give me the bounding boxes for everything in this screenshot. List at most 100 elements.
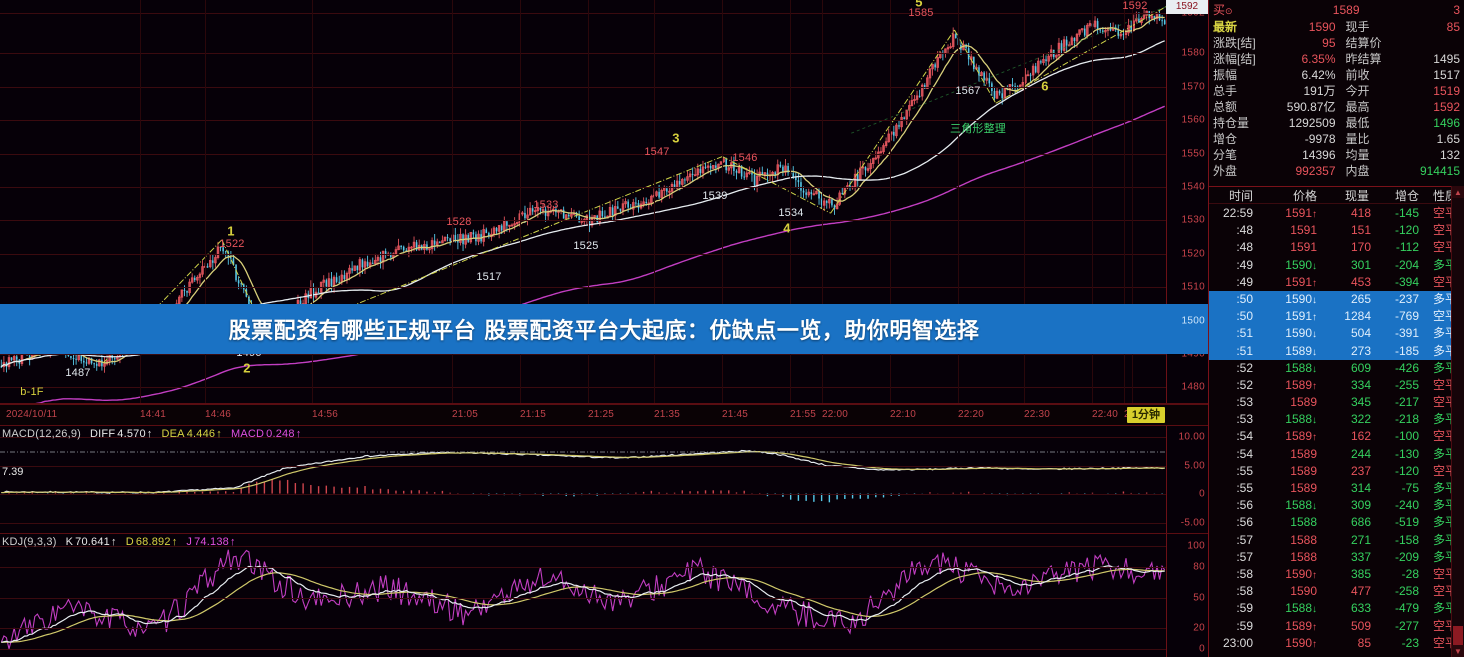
trade-price-value: 1588 [1285, 498, 1312, 513]
kdj-plot[interactable] [0, 534, 1166, 657]
macd-tick-10.00: 10.00 [1178, 431, 1205, 443]
trade-tick-arrow-icon: ↓ [1312, 260, 1317, 272]
trade-header-1: 价格 [1292, 189, 1317, 203]
trade-time: :59 [1236, 618, 1253, 633]
trade-price: 1589↓ [1259, 343, 1321, 360]
trade-time: 23:00 [1222, 635, 1253, 650]
trade-oi-change: -23 [1401, 635, 1419, 650]
trade-row[interactable]: :58 1590↑ 385 -28 空平 [1209, 566, 1464, 583]
macd-pane[interactable]: MACD(12,26,9) DIFF 4.570↑ DEA 4.446↑ MACD 0.24… [0, 426, 1208, 534]
trade-volume: 244 [1350, 446, 1371, 461]
last-price-tag: 1592 [1166, 0, 1208, 14]
quote-row-2: 涨幅[结] 6.35% 昨结算 1495 [1213, 51, 1460, 67]
macd-macd-value: 0.248 [266, 428, 295, 440]
price-plot[interactable] [0, 0, 1166, 403]
trade-price-value: 1590 [1285, 291, 1312, 306]
trade-row[interactable]: :56 1588 686 -519 多平 [1209, 514, 1464, 531]
trade-time: :58 [1236, 584, 1253, 599]
trade-row[interactable]: :51 1589↓ 273 -185 多平 [1209, 342, 1464, 360]
trade-kind: 空平 [1432, 223, 1457, 238]
scroll-down-icon[interactable]: ▼ [1452, 645, 1464, 657]
time-tick-13: 22:30 [1024, 409, 1051, 420]
trade-row[interactable]: :56 1588↓ 309 -240 多平 [1209, 497, 1464, 514]
trade-row[interactable]: :59 1589↑ 509 -277 空平 [1209, 618, 1464, 635]
trade-volume: 301 [1350, 257, 1371, 272]
quote-key2: 最高 [1345, 100, 1370, 114]
time-gridline [1024, 0, 1025, 403]
period-chip[interactable]: 1分钟 [1126, 407, 1165, 423]
price-pane[interactable]: 1592 1580 1570 1560 1550 1540 1530 1520 1510 1500… [0, 0, 1208, 404]
trade-price-value: 1588 [1290, 515, 1317, 530]
trade-kind: 多平 [1432, 326, 1457, 341]
trade-row[interactable]: :52 1588↓ 609 -426 多平 [1209, 360, 1464, 377]
trade-row[interactable]: :49 1590↓ 301 -204 多平 [1209, 257, 1464, 274]
gridline [0, 153, 1166, 155]
trade-price-value: 1589 [1285, 343, 1312, 358]
trade-row[interactable]: :50 1590↓ 265 -237 多平 [1209, 290, 1464, 309]
macd-diff-arrow: ↑ [146, 428, 153, 440]
scrollbar-thumb[interactable] [1453, 626, 1463, 648]
trade-row[interactable]: :49 1591↑ 453 -394 空平 [1209, 274, 1464, 291]
trade-price: 1589 [1259, 394, 1321, 411]
scroll-up-icon[interactable]: ▲ [1452, 186, 1464, 198]
trade-row[interactable]: :53 1589 345 -217 空平 [1209, 394, 1464, 411]
trade-price: 1588 [1259, 532, 1321, 549]
chart-annotation-1525: 1525 [573, 240, 599, 252]
trade-price-value: 1589 [1285, 618, 1312, 633]
quote-row-3: 振幅 6.42% 前收 1517 [1213, 67, 1460, 83]
trade-price: 1589 [1259, 446, 1321, 463]
trade-row[interactable]: 22:59 1591↑ 418 -145 空平 [1209, 205, 1464, 222]
trade-row[interactable]: :54 1589↑ 162 -100 空平 [1209, 428, 1464, 445]
trade-time: :49 [1236, 274, 1253, 289]
quote-value: 1292509 [1288, 116, 1336, 130]
quote-value: 6.42% [1301, 68, 1336, 82]
trade-row[interactable]: :55 1589 237 -120 空平 [1209, 463, 1464, 480]
macd-dea-value: 4.446 [186, 428, 216, 440]
time-tick-9: 21:55 [790, 409, 817, 420]
quote-panel[interactable]: 买⊙ 1589 3 最新 1590 现手 85 涨跌[结] 95 结算价 涨幅[结] 6.35%… [1208, 0, 1464, 657]
trade-kind: 多平 [1432, 291, 1457, 306]
trade-row[interactable]: :48 1591 170 -112 空平 [1209, 239, 1464, 256]
trade-row[interactable]: :52 1589↑ 334 -255 空平 [1209, 377, 1464, 394]
trade-row[interactable]: :57 1588 337 -209 多平 [1209, 549, 1464, 566]
macd-dea-label: DEA [161, 428, 185, 440]
trade-row[interactable]: :54 1589 244 -130 多平 [1209, 446, 1464, 463]
trade-tape-scrollbar[interactable]: ▲ ▼ [1451, 186, 1464, 657]
trade-row[interactable]: :53 1588↓ 322 -218 多平 [1209, 411, 1464, 428]
trade-kind: 空平 [1432, 463, 1457, 478]
chart-annotation-1539: 1539 [702, 190, 728, 202]
trade-oi-change: -120 [1394, 223, 1419, 238]
trade-tape[interactable]: 时间 价格 现量 增仓 性质 22:59 1591↑ 418 -145 空平:48 1591 151… [1209, 186, 1464, 657]
trade-tape-rows[interactable]: 22:59 1591↑ 418 -145 空平:48 1591 151 -120 空平:48 15… [1209, 205, 1464, 657]
trade-price-value: 1590 [1290, 584, 1317, 599]
trade-row[interactable]: :50 1591↑ 1284 -769 空平 [1209, 308, 1464, 326]
quote-value2: 1519 [1433, 84, 1460, 98]
trade-volume: 504 [1350, 326, 1371, 341]
time-tick-12: 22:20 [958, 409, 985, 420]
kdj-pane[interactable]: KDJ(9,3,3) K 70.641↑ D 68.892↑ J 74.138↑ 100 80… [0, 534, 1208, 657]
quote-summary: 买⊙ 1589 3 最新 1590 现手 85 涨跌[结] 95 结算价 涨幅[结] 6.35%… [1209, 0, 1464, 186]
trade-oi-change: -75 [1401, 481, 1419, 495]
trade-volume: 273 [1350, 343, 1371, 358]
trade-row[interactable]: :58 1590 477 -258 空平 [1209, 583, 1464, 600]
trade-volume: 337 [1350, 549, 1371, 564]
macd-plot[interactable] [0, 426, 1166, 533]
price-tick-1580: 1580 [1181, 47, 1205, 59]
trade-row[interactable]: :55 1589 314 -75 多平 [1209, 480, 1464, 497]
trade-time: :57 [1236, 532, 1253, 547]
trade-row[interactable]: 23:00 1590↑ 85 -23 空平 [1209, 635, 1464, 652]
trade-volume: 633 [1350, 601, 1371, 616]
promo-banner: 股票配资有哪些正规平台 股票配资平台大起底：优缺点一览，助你明智选择 [0, 304, 1208, 354]
time-tick-6: 21:25 [588, 409, 615, 420]
trade-row[interactable]: :48 1591 151 -120 空平 [1209, 222, 1464, 239]
time-tick-2: 14:46 [205, 409, 232, 420]
trade-kind: 多平 [1432, 343, 1457, 358]
quote-key: 总手 [1213, 84, 1238, 98]
time-gridline [1132, 0, 1133, 403]
trade-volume: 271 [1350, 532, 1371, 547]
trade-time: :59 [1236, 601, 1253, 616]
trade-row[interactable]: :51 1590↓ 504 -391 多平 [1209, 325, 1464, 343]
trade-row[interactable]: :59 1588↓ 633 -479 多平 [1209, 600, 1464, 617]
trade-row[interactable]: :57 1588 271 -158 多平 [1209, 532, 1464, 549]
trade-header-3: 增仓 [1394, 189, 1419, 203]
